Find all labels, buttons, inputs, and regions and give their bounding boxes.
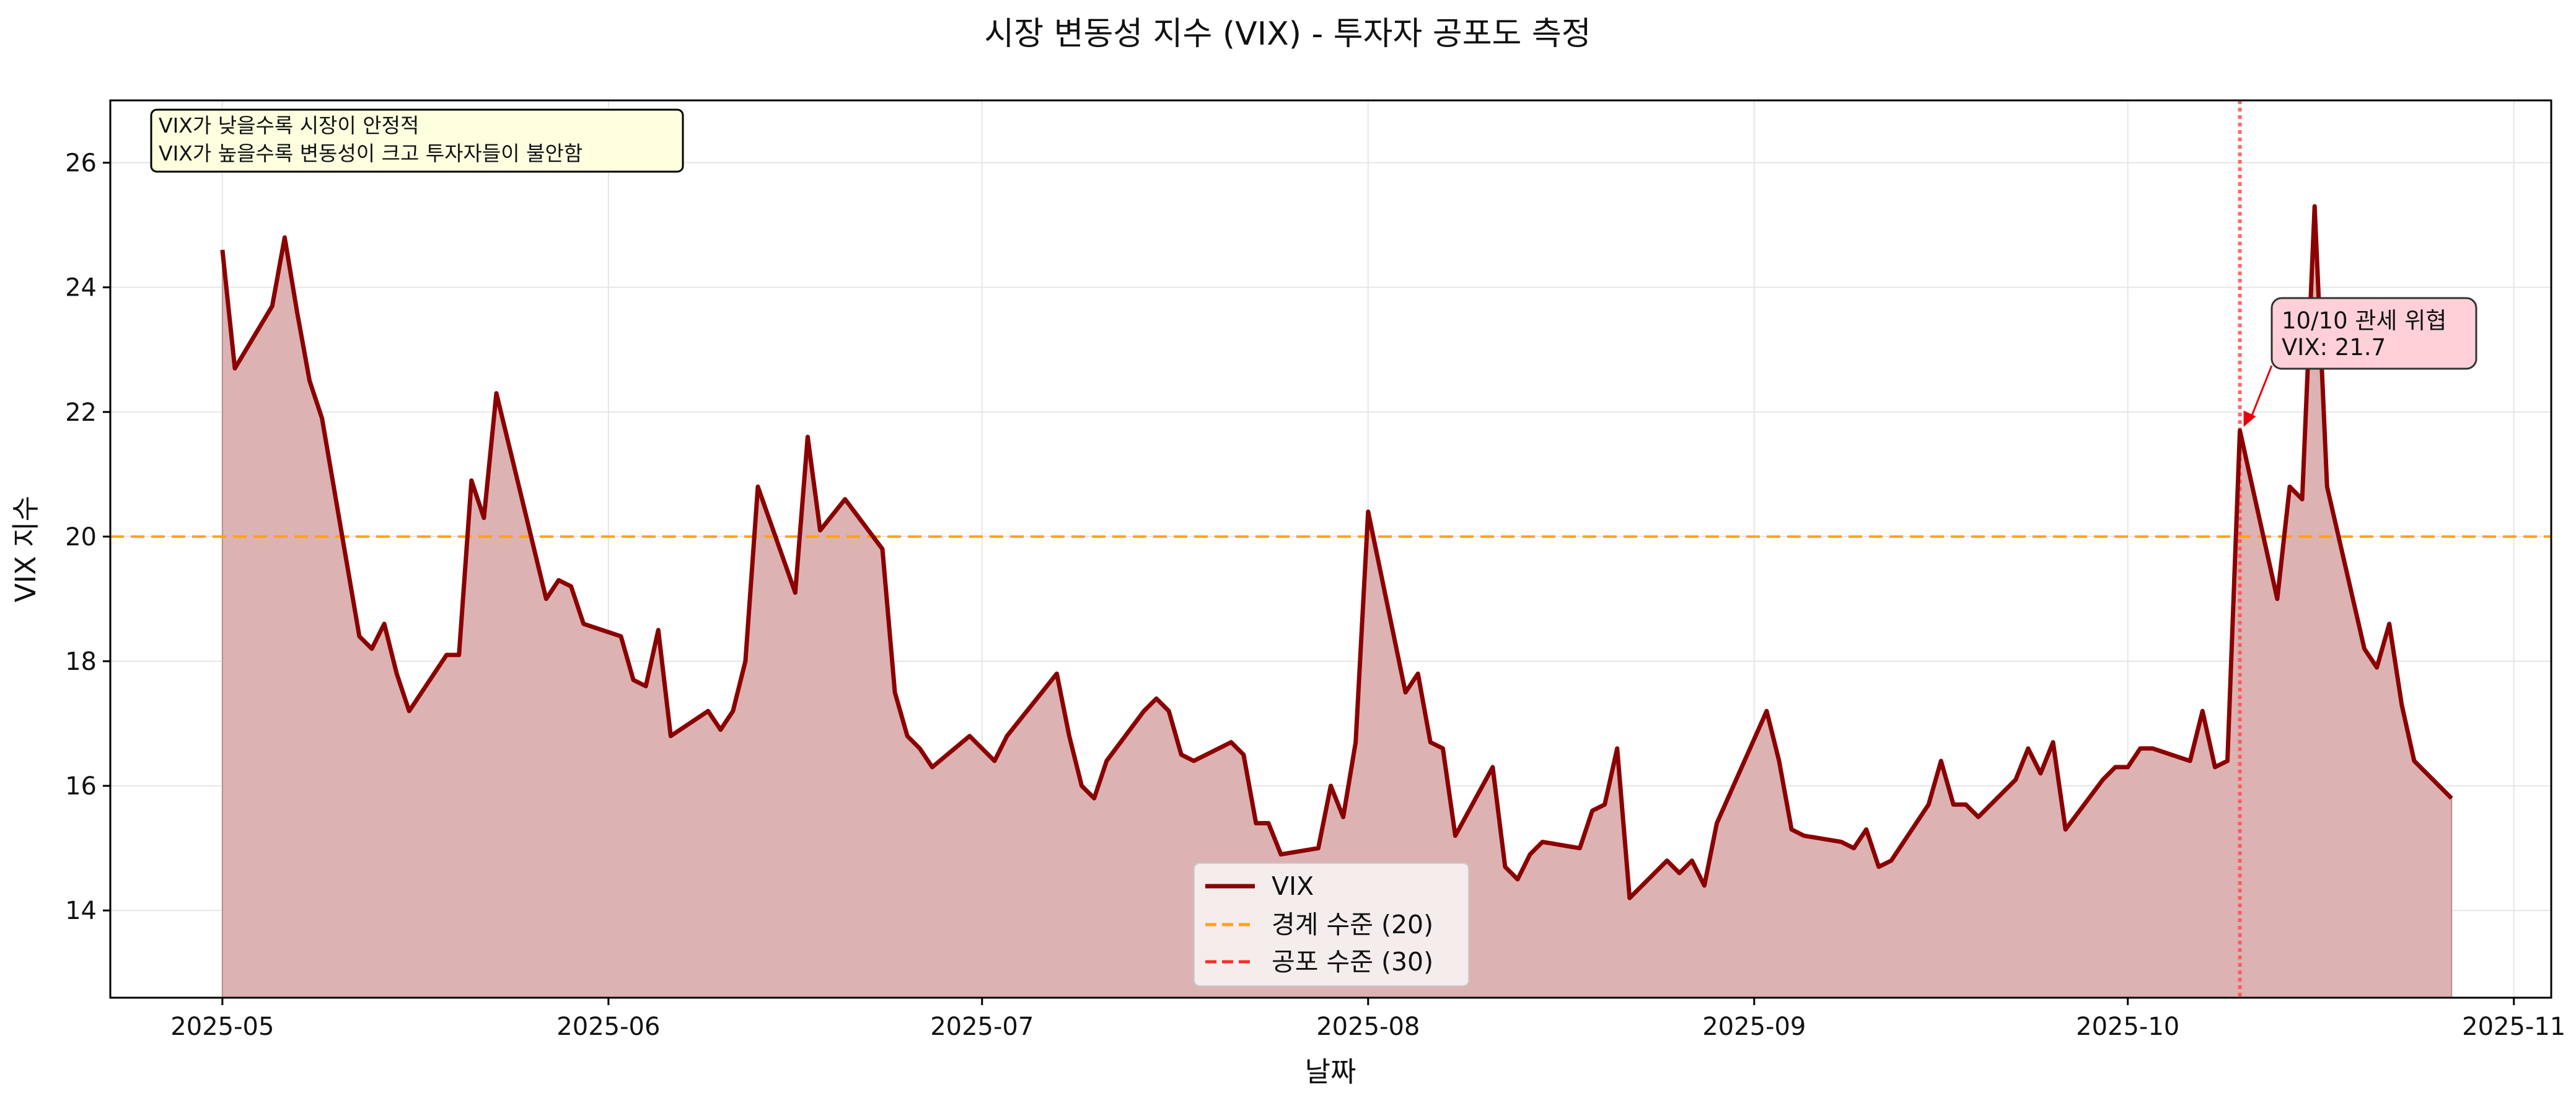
y-tick-label: 18 xyxy=(65,648,97,676)
y-tick-label: 26 xyxy=(65,149,97,178)
note-box: VIX가 낮을수록 시장이 안정적 VIX가 높을수록 변동성이 크고 투자자들… xyxy=(150,108,684,173)
annotation: 10/10 관세 위협 VIX: 21.7 xyxy=(2243,297,2477,427)
y-tick-label: 22 xyxy=(65,398,97,427)
legend-label-warning: 경계 수준 (20) xyxy=(1272,910,1433,939)
note-box-background xyxy=(150,108,684,173)
annotation-box xyxy=(2270,297,2477,370)
chart-title: 시장 변동성 지수 (VIX) - 투자자 공포도 측정 xyxy=(984,15,1591,53)
annotation-line-1: 10/10 관세 위협 xyxy=(2282,307,2446,334)
y-tick-label: 16 xyxy=(65,772,97,801)
x-tick-label: 2025-06 xyxy=(556,1013,660,1041)
legend: VIX 경계 수준 (20) 공포 수준 (30) xyxy=(1193,863,1469,987)
y-axis-label: VIX 지수 xyxy=(9,496,42,602)
reference-lines xyxy=(110,100,2551,998)
vix-line xyxy=(220,204,2453,900)
legend-label-fear: 공포 수준 (30) xyxy=(1272,947,1433,977)
y-tick-label: 20 xyxy=(65,523,97,552)
y-ticks: 14 16 18 20 22 24 26 xyxy=(65,149,110,925)
x-axis-label: 날짜 xyxy=(1305,1055,1356,1088)
x-tick-label: 2025-08 xyxy=(1316,1013,1420,1041)
x-tick-label: 2025-10 xyxy=(2076,1013,2179,1041)
legend-box xyxy=(1193,863,1469,987)
y-tick-label: 14 xyxy=(65,897,97,925)
x-tick-label: 2025-05 xyxy=(170,1013,274,1041)
plot-frame xyxy=(109,99,2552,999)
annotation-arrowhead xyxy=(2243,410,2256,427)
x-tick-label: 2025-07 xyxy=(930,1013,1034,1041)
annotation-arrow xyxy=(2249,365,2273,421)
note-line-2: VIX가 높을수록 변동성이 크고 투자자들이 불안함 xyxy=(159,141,582,165)
x-ticks: 2025-05 2025-06 2025-07 2025-08 2025-09 2025-… xyxy=(170,998,2565,1041)
x-tick-label: 2025-11 xyxy=(2462,1013,2565,1041)
series-layer xyxy=(220,204,2453,900)
y-tick-label: 24 xyxy=(65,274,97,302)
x-tick-label: 2025-09 xyxy=(1702,1013,1806,1041)
legend-label-vix: VIX xyxy=(1272,871,1314,901)
note-line-1: VIX가 낮을수록 시장이 안정적 xyxy=(159,113,419,138)
annotation-line-2: VIX: 21.7 xyxy=(2282,334,2386,361)
